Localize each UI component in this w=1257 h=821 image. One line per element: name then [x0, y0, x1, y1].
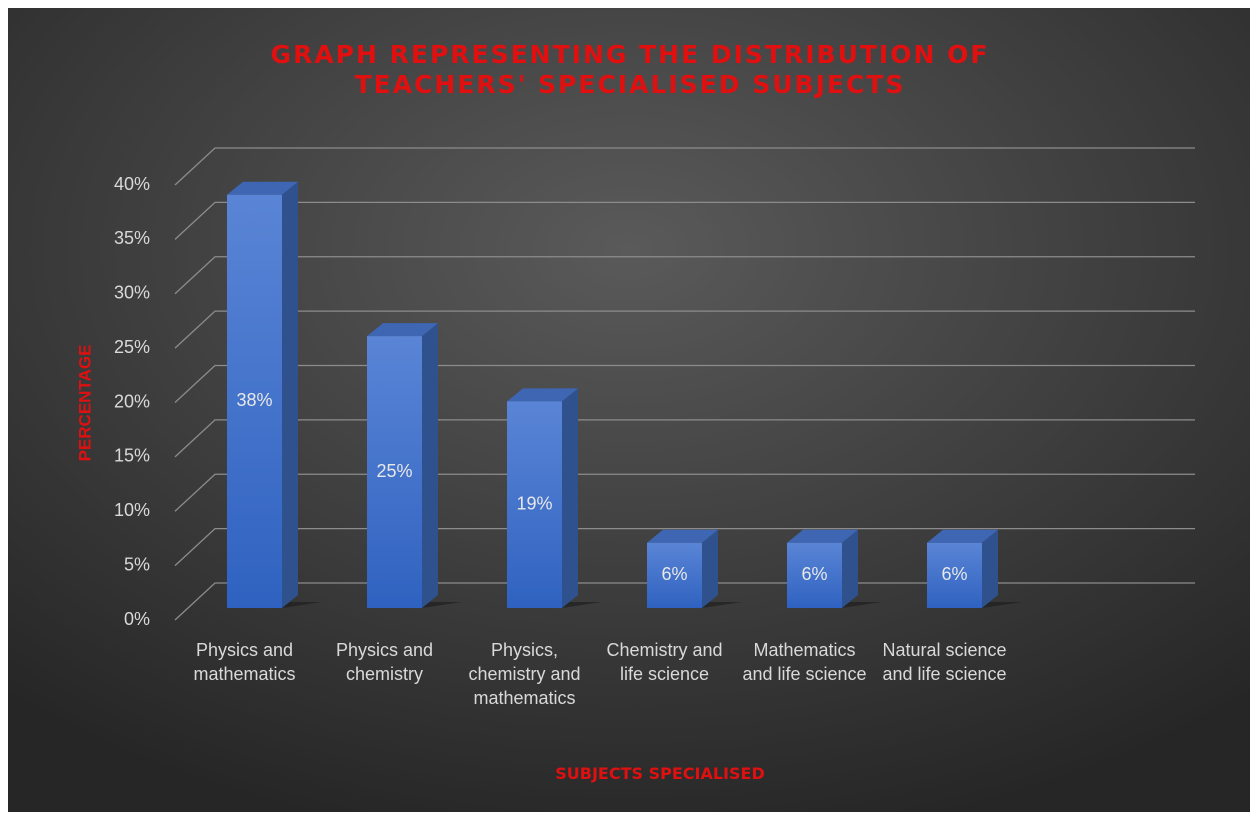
bar-top — [927, 529, 998, 543]
x-axis-label: SUBJECTS SPECIALISED — [555, 764, 765, 783]
bar-top — [507, 388, 578, 402]
value-label: 6% — [941, 564, 967, 584]
grid-line — [174, 256, 1195, 295]
y-tick-label: 15% — [114, 446, 150, 466]
bar-front — [647, 542, 702, 608]
background — [8, 8, 1250, 812]
x-tick-label: Chemistry and life science — [606, 640, 723, 684]
y-tick-label: 30% — [114, 283, 150, 303]
x-tick-label: Physics, chemistry and mathematics — [468, 640, 581, 708]
bar-side — [842, 529, 858, 608]
x-tick-label: Physics and chemistry — [335, 640, 434, 684]
y-tick-label: 40% — [114, 174, 150, 194]
bar — [787, 529, 882, 608]
chart-title: GRAPH REPRESENTING THE DISTRIBUTION OF T… — [270, 40, 990, 99]
bar-front — [227, 194, 282, 608]
value-label: 19% — [516, 493, 552, 513]
value-label: 6% — [801, 564, 827, 584]
value-label: 38% — [236, 390, 272, 410]
y-axis-label: PERCENTAGE — [75, 345, 94, 462]
bar — [227, 181, 322, 608]
y-tick-label: 0% — [124, 609, 150, 629]
y-tick-label: 25% — [114, 337, 150, 357]
bar-front — [367, 336, 422, 608]
x-tick-label: Natural science and life science — [882, 640, 1007, 684]
grid-line — [174, 147, 1195, 186]
y-tick-label: 10% — [114, 500, 150, 520]
bar-side — [982, 529, 998, 608]
x-tick-label: Mathematics and life science — [742, 640, 867, 684]
grid-line — [174, 473, 1195, 512]
bar — [507, 388, 602, 608]
grid-line — [174, 201, 1195, 240]
grid-line — [174, 582, 1195, 621]
x-tick-label: Physics and mathematics — [193, 640, 296, 684]
bar-side — [702, 529, 718, 608]
bar-top — [227, 181, 298, 195]
bar-front — [927, 542, 982, 608]
bar — [367, 323, 462, 608]
bar-side — [282, 181, 298, 608]
grid-line — [174, 527, 1195, 567]
y-tick-label: 5% — [124, 554, 150, 574]
grid-line — [174, 419, 1195, 458]
grid-line — [174, 310, 1195, 349]
bar-side — [422, 323, 438, 608]
bar-top — [367, 323, 438, 337]
y-tick-label: 20% — [114, 391, 150, 411]
bar-top — [787, 529, 858, 543]
bar-front — [787, 542, 842, 608]
bar-top — [647, 529, 718, 543]
value-label: 6% — [661, 564, 687, 584]
bar-front — [507, 401, 562, 608]
grid-line — [174, 364, 1195, 403]
bar-side — [562, 388, 578, 608]
y-tick-label: 35% — [114, 228, 150, 248]
bar — [647, 529, 742, 608]
value-label: 25% — [376, 461, 412, 481]
bar — [927, 529, 1022, 608]
